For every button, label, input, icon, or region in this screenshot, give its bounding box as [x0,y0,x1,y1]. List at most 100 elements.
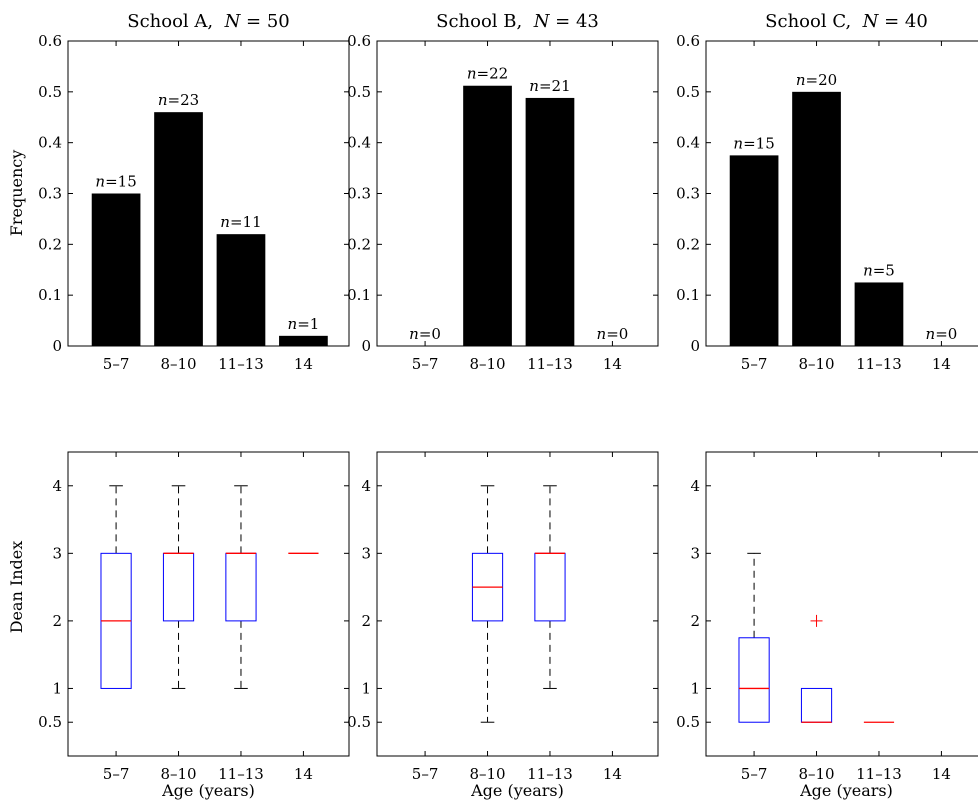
y-tick-label: 0.2 [347,235,371,253]
iqr-box [534,552,566,622]
x-tick-label: 14 [294,355,313,373]
y-tick-label: 0.5 [347,713,371,731]
age-axis-label: Age (years) [470,781,564,800]
y-tick-label: 0.2 [676,235,700,253]
title-school: School A, [127,11,224,32]
school-b-histogram-axes-frame [376,40,659,347]
y-tick-label: 2 [52,612,62,630]
x-tick-label: 14 [294,765,313,783]
bar-count-label: n=0 [409,325,441,343]
bar-5-7 [91,193,141,346]
bar-11-13 [854,282,904,346]
y-tick-label: 0.5 [676,83,700,101]
y-tick-label: 4 [361,477,371,495]
x-tick-label: 14 [603,355,622,373]
x-tick-label: 11–13 [218,765,264,783]
y-tick-label: 0.3 [347,185,371,203]
school-c-histogram-panel: 0 0.1 0.2 0.3 0.4 0.5 0.6 5–7 8–10 11–13 14 School … [676,11,978,373]
iqr-box [800,687,833,723]
bar-5-7 [729,155,779,346]
y-tick-label: 0.5 [38,713,62,731]
age-axis-label: Age (years) [161,781,255,800]
school-b-boxplot-axes-frame [376,451,659,757]
y-tick-label: 0.1 [347,286,371,304]
y-tick-label: 4 [690,477,700,495]
y-tick-label: 0.4 [38,134,62,152]
bar-count-label: n=22 [467,65,508,83]
bar-count-label: n=0 [926,325,958,343]
title-n-value: = 40 [878,11,927,32]
box-5-7 [100,485,132,689]
x-tick-label: 11–13 [527,355,573,373]
y-tick-label: 0.4 [347,134,371,152]
bar-11-13 [216,234,266,346]
x-tick-label: 11–13 [856,765,902,783]
y-tick-label: 1 [690,679,700,697]
iqr-box [225,552,257,622]
y-tick-label: 2 [690,612,700,630]
box-11-13 [534,485,566,689]
bar-count-label: n=0 [597,325,629,343]
y-tick-label: 0.3 [676,185,700,203]
y-tick-label: 1 [361,679,371,697]
y-tick-label: 0.1 [38,286,62,304]
bar-count-label: n=21 [529,77,570,95]
dean-index-axis-label: Dean Index [7,541,26,634]
bar-count-label: n=23 [158,91,199,109]
y-tick-label: 3 [52,544,62,562]
bar-count-label: n=11 [220,213,261,231]
x-tick-label: 14 [932,765,951,783]
frequency-axis-label: Frequency [7,150,26,237]
x-tick-label: 8–10 [469,355,505,373]
y-tick-label: 0.5 [38,83,62,101]
title-n-value: = 43 [549,11,598,32]
school-c-boxplot-axes-frame [705,451,978,757]
box-8-10 [800,614,833,723]
y-tick-label: 0.3 [38,185,62,203]
school-a-boxplot-panel: 0.5 1 2 3 4 5–7 8–10 11–13 14 Age (years) [38,451,350,800]
title-n-symbol: N [533,11,551,32]
school-b-title: School B, N = 43 [436,11,599,32]
y-tick-label: 3 [690,544,700,562]
y-tick-label: 0.5 [347,83,371,101]
iqr-box [738,637,770,723]
box-5-7 [738,552,770,723]
y-tick-label: 0.6 [38,32,62,50]
y-tick-label: 0.6 [676,32,700,50]
title-n-symbol: N [862,11,880,32]
bar-14 [279,335,328,346]
x-tick-label: 8–10 [160,765,196,783]
school-a-title: School A, N = 50 [127,11,290,32]
x-tick-label: 14 [932,355,951,373]
y-tick-label: 0.6 [347,32,371,50]
school-c-boxplot-panel: 0.5 1 2 3 4 5–7 8–10 11–13 14 Age (years) [676,451,978,800]
x-tick-label: 5–7 [103,765,130,783]
x-tick-label: 11–13 [218,355,264,373]
bar-11-13 [525,97,575,346]
title-school: School B, [436,11,534,32]
y-tick-label: 3 [361,544,371,562]
x-tick-label: 8–10 [798,765,834,783]
bar-8-10 [792,91,841,346]
y-tick-label: 0 [690,337,700,355]
x-tick-label: 8–10 [798,355,834,373]
x-tick-label: 5–7 [103,355,130,373]
y-tick-label: 1 [52,679,62,697]
school-b-histogram-panel: 0 0.1 0.2 0.3 0.4 0.5 0.6 5–7 8–10 11–13 14 School … [347,11,659,373]
bar-8-10 [154,112,203,347]
x-tick-label: 8–10 [469,765,505,783]
school-c-title: School C, N = 40 [765,11,928,32]
bar-8-10 [463,85,512,346]
school-a-boxplot-axes-frame [67,451,350,757]
x-tick-label: 14 [603,765,622,783]
box-8-10 [471,485,504,723]
y-tick-label: 0.1 [676,286,700,304]
bar-count-label: n=5 [863,261,895,279]
bar-count-label: n=20 [796,71,837,89]
y-tick-label: 0.2 [38,235,62,253]
title-school: School C, [765,11,862,32]
y-tick-label: 0.5 [676,713,700,731]
box-11-13 [225,485,257,689]
title-n-symbol: N [224,11,242,32]
